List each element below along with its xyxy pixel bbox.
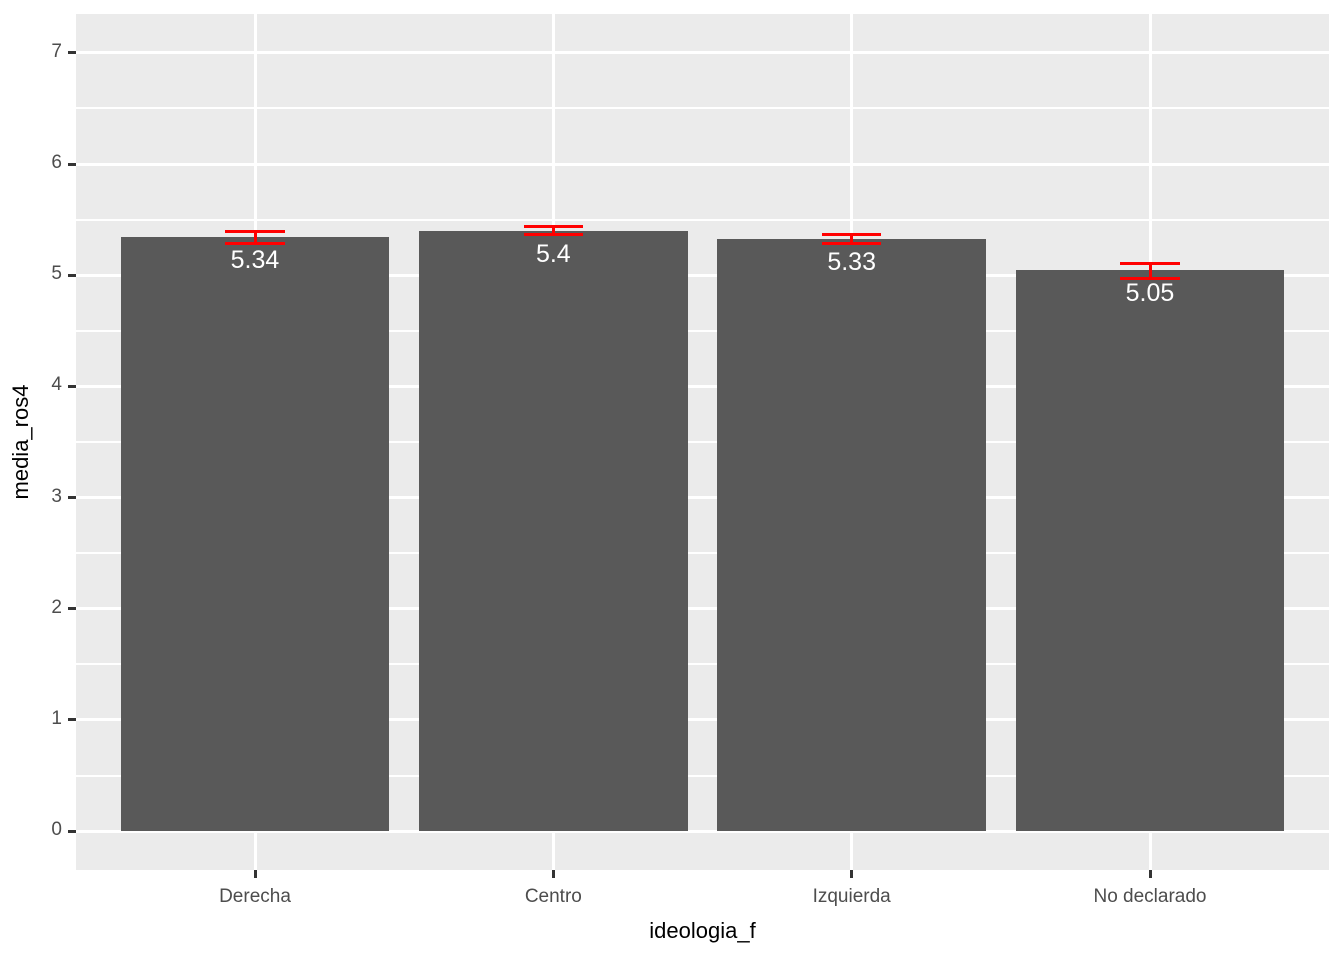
bar xyxy=(419,230,688,832)
y-axis-tick-label: 5 xyxy=(51,263,62,285)
x-axis-title: ideologia_f xyxy=(649,918,756,943)
gridline-minor-horizontal xyxy=(76,107,1329,110)
plot-panel: 5.34 5.4 5.33 5.05 xyxy=(76,14,1329,870)
x-axis-tick-label: Derecha xyxy=(219,886,291,907)
error-bar-vertical-line xyxy=(850,234,854,243)
y-axis-tick-mark xyxy=(68,162,76,166)
x-axis-tick-mark xyxy=(850,870,854,878)
y-axis-tick-label: 3 xyxy=(51,485,62,507)
y-axis-tick-mark xyxy=(68,718,76,722)
gridline-major-horizontal xyxy=(76,718,1329,722)
bar-value-label: 5.34 xyxy=(230,246,280,275)
gridline-minor-horizontal xyxy=(76,774,1329,777)
x-axis-tick-label: Centro xyxy=(524,886,582,907)
bar xyxy=(120,237,390,832)
x-axis-tick-label: No declarado xyxy=(1093,886,1207,907)
x-axis-tick-mark xyxy=(551,870,555,878)
bar-value-label: 5.4 xyxy=(535,239,571,268)
y-axis-title: media_ros4 xyxy=(8,384,33,500)
bar-value-label: 5.05 xyxy=(1125,278,1175,307)
bar-value-label: 5.33 xyxy=(827,247,876,276)
y-axis-tick-label: 4 xyxy=(51,374,62,396)
gridline-minor-horizontal xyxy=(76,663,1329,666)
x-axis-tick-mark xyxy=(253,870,257,878)
y-axis-tick-mark xyxy=(68,496,76,500)
error-bar-bottom-cap xyxy=(1120,277,1180,281)
gridline-major-horizontal xyxy=(76,162,1329,166)
y-axis-tick-label: 1 xyxy=(51,707,62,729)
x-axis-tick-label: Izquierda xyxy=(812,886,891,907)
gridline-minor-horizontal xyxy=(76,441,1329,443)
y-axis-tick-mark xyxy=(68,51,76,55)
error-bar-bottom-cap xyxy=(225,241,285,245)
error-bar-bottom-cap xyxy=(523,232,584,236)
y-axis-tick-label: 6 xyxy=(51,152,62,174)
gridline-major-horizontal xyxy=(76,829,1329,833)
x-axis-tick-mark xyxy=(1148,870,1152,878)
gridline-minor-horizontal xyxy=(76,329,1329,332)
gridline-major-horizontal xyxy=(76,384,1329,388)
y-axis-tick-mark xyxy=(68,829,76,833)
bar xyxy=(717,238,986,832)
y-axis-tick-label: 7 xyxy=(51,40,62,62)
gridline-major-horizontal xyxy=(76,51,1329,55)
gridline-major-horizontal xyxy=(76,496,1329,500)
y-axis-tick-mark xyxy=(68,607,76,611)
y-axis-tick-mark xyxy=(68,273,76,277)
bar xyxy=(1015,269,1285,832)
gridline-major-horizontal xyxy=(76,273,1329,277)
error-bar-bottom-cap xyxy=(821,241,882,245)
gridline-major-horizontal xyxy=(76,607,1329,611)
error-bar-vertical-line xyxy=(551,226,555,235)
y-axis-tick-label: 2 xyxy=(51,596,62,618)
y-axis-tick-label: 0 xyxy=(51,819,62,841)
gridline-minor-horizontal xyxy=(76,218,1329,221)
y-axis-tick-mark xyxy=(68,384,76,388)
error-bar-vertical-line xyxy=(253,231,257,243)
error-bar-vertical-line xyxy=(1148,263,1152,279)
gridline-minor-horizontal xyxy=(76,552,1329,555)
